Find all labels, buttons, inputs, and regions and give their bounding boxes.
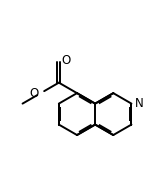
Text: O: O xyxy=(29,87,38,100)
Text: N: N xyxy=(135,97,144,110)
Text: O: O xyxy=(61,54,70,67)
